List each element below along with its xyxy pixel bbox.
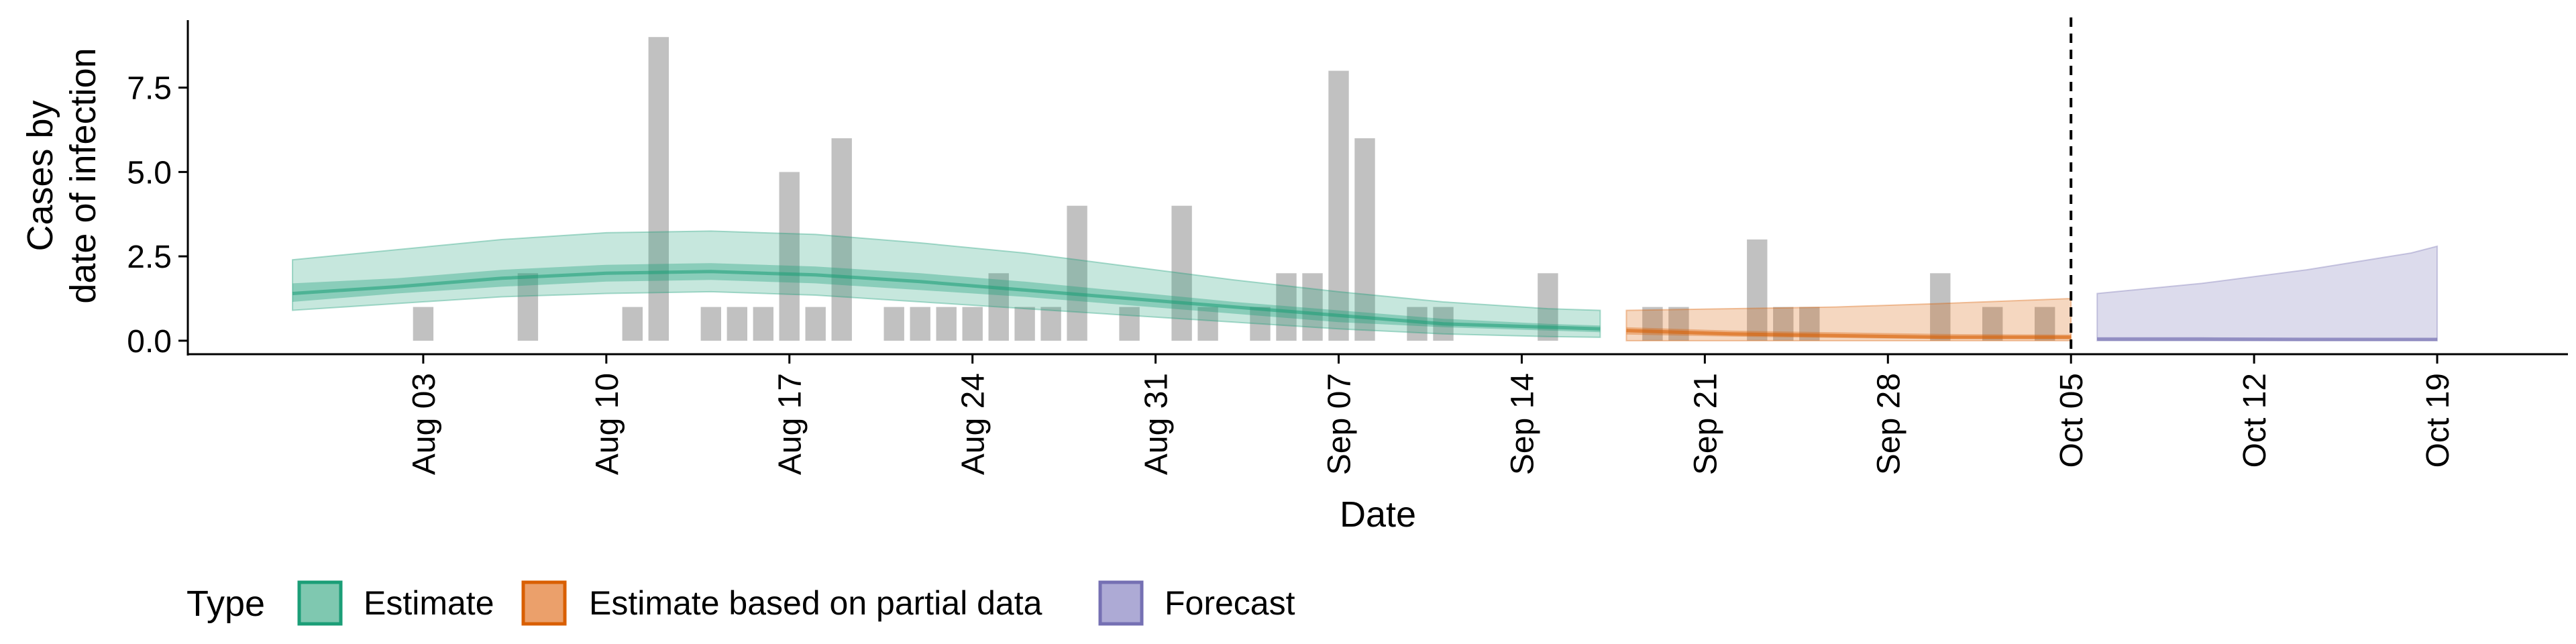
case-bar — [936, 307, 957, 341]
x-tick-label: Sep 28 — [1871, 373, 1907, 475]
legend-label-estimate: Estimate — [364, 584, 494, 622]
x-tick-label: Aug 31 — [1139, 373, 1175, 475]
y-axis-title-line-1: Cases by — [20, 100, 60, 251]
case-bar — [753, 307, 773, 341]
y-tick-label: 2.5 — [127, 239, 172, 275]
case-bar — [413, 307, 434, 341]
estimate-median-line — [292, 270, 1601, 331]
case-bar — [1171, 205, 1192, 341]
axes: 0.02.55.07.5 Aug 03 Aug 10 Aug 17 Aug 24 Aug… — [127, 20, 2568, 475]
y-tick-label: 7.5 — [127, 71, 172, 107]
x-tick-label: Aug 03 — [407, 373, 442, 475]
case-bar — [517, 273, 539, 341]
case-bar — [1302, 273, 1323, 341]
x-tick-label: Oct 12 — [2237, 373, 2273, 468]
x-tick-label: Oct 05 — [2054, 373, 2090, 468]
legend: Type Estimate Estimate based on partial … — [186, 580, 1295, 626]
case-bar — [1250, 307, 1271, 341]
case-bar — [622, 307, 643, 341]
plot-area — [292, 17, 2438, 354]
x-tick-label: Aug 17 — [773, 373, 808, 475]
legend-key-estimate — [297, 580, 343, 626]
x-tick-label: Aug 24 — [956, 373, 991, 475]
y-axis-title-line-2: date of infection — [63, 48, 103, 303]
y-tick-label: 0.0 — [127, 324, 172, 360]
case-bar — [1642, 307, 1663, 341]
case-bar — [1538, 273, 1558, 341]
case-bar — [1747, 239, 1768, 341]
x-tick-label: Sep 14 — [1505, 373, 1540, 475]
forecast-outer-ribbon — [2096, 245, 2438, 341]
legend-label-forecast: Forecast — [1165, 584, 1295, 622]
case-bar — [805, 307, 826, 341]
legend-key-forecast — [1098, 580, 1144, 626]
case-bar — [910, 307, 930, 341]
case-bar — [962, 307, 983, 341]
case-bar — [1067, 205, 1087, 341]
case-bar — [779, 172, 800, 341]
case-bar — [831, 138, 852, 341]
estimate-inner-ribbon — [292, 263, 1601, 333]
case-bar — [988, 273, 1009, 341]
case-bar — [1328, 70, 1349, 341]
legend-title: Type — [186, 584, 265, 624]
legend-key-partial — [521, 580, 567, 626]
x-tick-label: Aug 10 — [590, 373, 625, 475]
case-bar — [2035, 307, 2055, 341]
case-bar — [700, 307, 721, 341]
case-bar — [727, 307, 747, 341]
y-ticks: 0.0 2.5 5.0 7.5 — [127, 71, 188, 360]
case-bar — [1197, 307, 1218, 341]
y-tick-label: 5.0 — [127, 155, 172, 191]
x-axis-title: Date — [1340, 494, 1416, 535]
case-bar — [1354, 138, 1375, 341]
case-bar — [883, 307, 904, 341]
case-bar — [1014, 307, 1035, 341]
x-tick-label: Sep 21 — [1688, 373, 1723, 475]
case-bar — [1668, 307, 1689, 341]
x-tick-label: Sep 07 — [1322, 373, 1358, 475]
legend-label-partial: Estimate based on partial data — [589, 584, 1042, 622]
case-bar — [1930, 273, 1951, 341]
x-ticks: Aug 03 Aug 10 Aug 17 Aug 24 Aug 31 Sep 07 Sep … — [407, 354, 2456, 475]
case-bar — [1276, 273, 1297, 341]
x-tick-label: Oct 19 — [2420, 373, 2456, 468]
case-bar — [1982, 307, 2003, 341]
case-bar — [648, 37, 669, 341]
case-bar — [1040, 307, 1061, 341]
estimate-based-on-partial-data-median-line — [1626, 329, 2072, 339]
case-bar — [1119, 307, 1140, 341]
